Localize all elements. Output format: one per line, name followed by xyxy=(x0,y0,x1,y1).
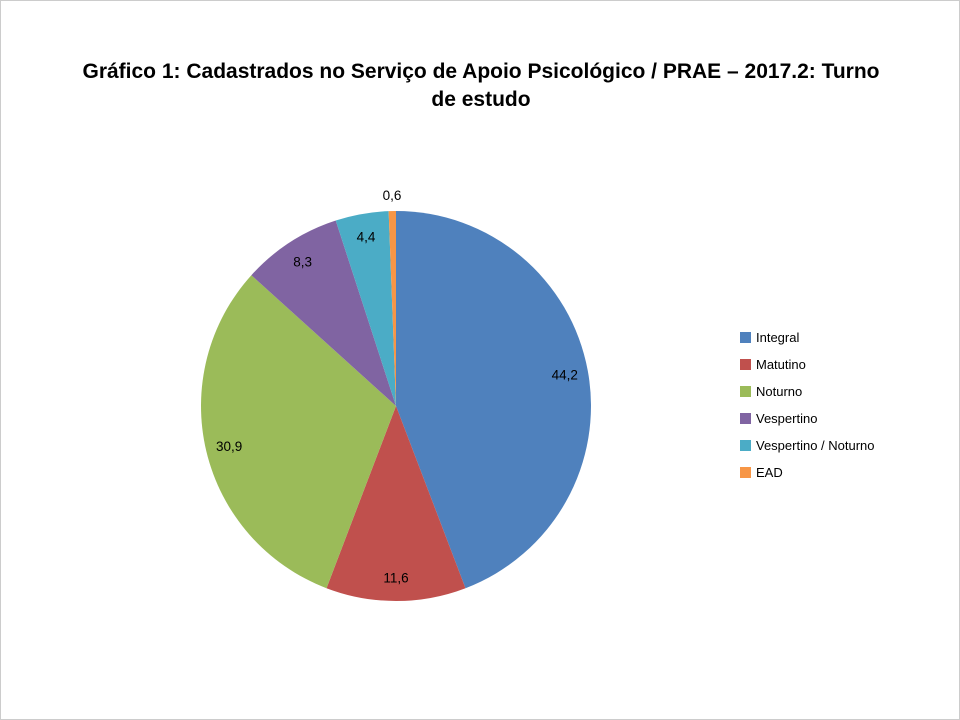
legend-item-integral: Integral xyxy=(740,324,875,351)
chart-title: Gráfico 1: Cadastrados no Serviço de Apo… xyxy=(82,60,880,111)
data-label-ead: 0,6 xyxy=(383,188,402,203)
legend-swatch-icon xyxy=(740,386,751,397)
pie-slice-ead xyxy=(388,211,396,406)
legend-label: Noturno xyxy=(756,384,803,399)
legend-swatch-icon xyxy=(740,467,751,478)
legend-item-vespertino: Vespertino xyxy=(740,405,875,432)
legend-item-ead: EAD xyxy=(740,459,875,486)
data-label-vespertino-noturno: 4,4 xyxy=(357,230,376,245)
pie-slice-matutino xyxy=(326,406,466,601)
legend-item-matutino: Matutino xyxy=(740,351,875,378)
legend-swatch-icon xyxy=(740,413,751,424)
legend-swatch-icon xyxy=(740,359,751,370)
pie-slice-vespertino xyxy=(251,220,396,406)
data-label-integral: 44,2 xyxy=(552,368,578,383)
legend-label: Matutino xyxy=(756,357,806,372)
pie-slice-noturno xyxy=(201,275,396,589)
legend-label: Integral xyxy=(756,330,800,345)
legend: Integral Matutino Noturno Vespertino Vespert… xyxy=(740,324,875,486)
legend-item-vespertino-noturno: Vespertino / Noturno xyxy=(740,432,875,459)
pie-slice-integral xyxy=(396,211,591,589)
data-label-vespertino: 8,3 xyxy=(293,255,312,270)
data-label-noturno: 30,9 xyxy=(216,439,242,454)
legend-swatch-icon xyxy=(740,332,751,343)
pie-slice-vespertino-noturno xyxy=(335,211,396,406)
legend-item-noturno: Noturno xyxy=(740,378,875,405)
legend-label: Vespertino / Noturno xyxy=(756,438,875,453)
legend-label: EAD xyxy=(756,465,783,480)
legend-label: Vespertino xyxy=(756,411,818,426)
data-label-matutino: 11,6 xyxy=(383,570,408,585)
legend-swatch-icon xyxy=(740,440,751,451)
